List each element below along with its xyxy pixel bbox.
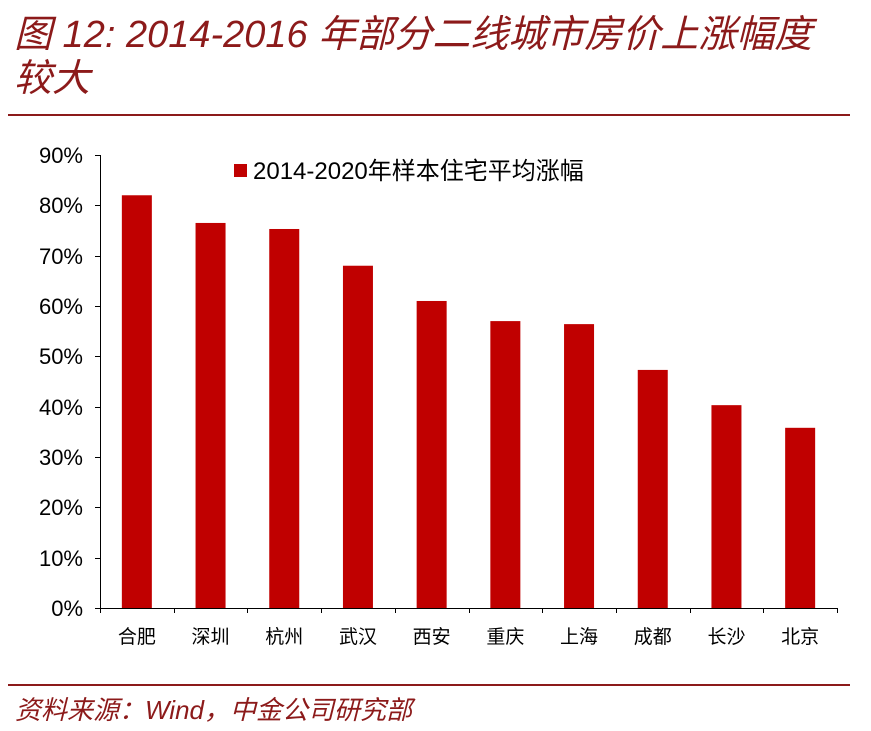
x-tick-label: 武汉 [339, 626, 377, 648]
x-tick-label: 北京 [781, 626, 819, 648]
y-axis: 0% 10% 20% 30% 40% 50% 60% 70% 80% 90% [39, 143, 101, 621]
x-tick-label: 杭州 [265, 626, 303, 648]
y-tick-label: 40% [39, 395, 83, 420]
y-tick-label: 80% [39, 193, 83, 218]
x-tick-label: 重庆 [486, 626, 524, 648]
y-tick-label: 70% [39, 244, 83, 269]
x-tick-label: 上海 [560, 626, 598, 648]
y-tick-label: 10% [39, 546, 83, 571]
y-tick-label: 60% [39, 294, 83, 319]
bar [342, 265, 373, 608]
title-divider [8, 114, 850, 116]
bar [490, 321, 521, 608]
x-axis: 合肥 深圳 杭州 武汉 西安 重庆 上海 成都 长沙 北京 [100, 608, 838, 648]
legend-label: 2014-2020年样本住宅平均涨幅 [253, 158, 584, 185]
bar [416, 300, 447, 608]
y-tick-label: 20% [39, 495, 83, 520]
y-tick-label: 30% [39, 445, 83, 470]
bar [269, 228, 300, 608]
x-tick-label: 长沙 [707, 626, 745, 648]
y-tick-label: 90% [39, 143, 83, 168]
figure-title: 图 12: 2014-2016 年部分二线城市房价上涨幅度较大 [14, 14, 813, 100]
x-tick-label: 深圳 [192, 626, 230, 648]
footer-divider [8, 684, 850, 686]
bar [785, 427, 816, 608]
source-note: 资料来源：Wind，中金公司研究部 [15, 695, 413, 725]
legend-swatch [234, 164, 247, 177]
x-tick-label: 西安 [413, 626, 451, 648]
bar [121, 195, 152, 608]
legend: 2014-2020年样本住宅平均涨幅 [234, 158, 584, 185]
bar [564, 324, 595, 608]
x-tick-label: 合肥 [118, 626, 156, 648]
bar [637, 369, 668, 608]
bar [711, 405, 742, 608]
bar-chart: 0% 10% 20% 30% 40% 50% 60% 70% 80% 90% 合肥 深圳 杭州 武汉 西安 重… [39, 143, 838, 648]
x-tick-label: 成都 [634, 626, 672, 648]
bars [121, 195, 816, 608]
bar [195, 222, 226, 608]
y-tick-label: 50% [39, 344, 83, 369]
y-tick-label: 0% [51, 596, 83, 621]
